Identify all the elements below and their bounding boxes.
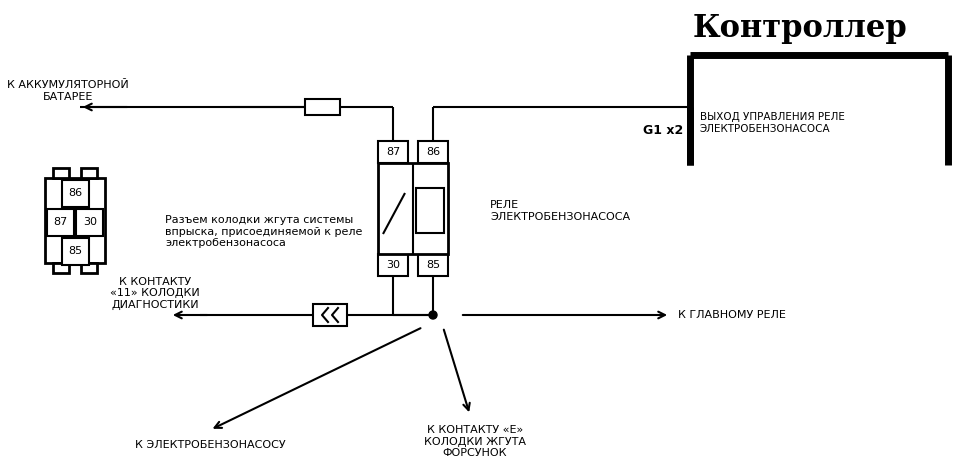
Bar: [378, 163, 448, 254]
Text: 85: 85: [68, 246, 82, 256]
Text: РЕЛЕ
ЭЛЕКТРОБЕНЗОНАСОСА: РЕЛЕ ЭЛЕКТРОБЕНЗОНАСОСА: [490, 200, 630, 222]
Bar: [378, 254, 408, 276]
Bar: [76, 209, 103, 236]
Bar: [313, 304, 347, 326]
Bar: [418, 141, 448, 163]
Text: ВЫХОД УПРАВЛЕНИЯ РЕЛЕ
ЭЛЕКТРОБЕНЗОНАСОСА: ВЫХОД УПРАВЛЕНИЯ РЕЛЕ ЭЛЕКТРОБЕНЗОНАСОСА: [700, 112, 845, 134]
Bar: [418, 254, 448, 276]
Text: G1 x2: G1 x2: [643, 124, 683, 137]
Bar: [81, 168, 97, 178]
Bar: [53, 168, 69, 178]
Bar: [81, 263, 97, 273]
Bar: [62, 238, 89, 265]
Bar: [378, 141, 408, 163]
Text: 30: 30: [83, 217, 97, 227]
Bar: [47, 209, 74, 236]
Text: К ЭЛЕКТРОБЕНЗОНАСОСУ: К ЭЛЕКТРОБЕНЗОНАСОСУ: [134, 440, 285, 450]
Text: К КОНТАКТУ «Е»
КОЛОДКИ ЖГУТА
ФОРСУНОК: К КОНТАКТУ «Е» КОЛОДКИ ЖГУТА ФОРСУНОК: [424, 425, 526, 458]
Circle shape: [429, 311, 437, 319]
Text: 86: 86: [68, 188, 82, 198]
Text: 85: 85: [426, 260, 440, 270]
Bar: [305, 99, 340, 115]
Text: 87: 87: [386, 147, 400, 157]
Text: К АККУМУЛЯТОРНОЙ
БАТАРЕЕ: К АККУМУЛЯТОРНОЙ БАТАРЕЕ: [7, 81, 129, 102]
Bar: [45, 178, 105, 263]
Text: Контроллер: Контроллер: [692, 12, 907, 44]
Text: К ГЛАВНОМУ РЕЛЕ: К ГЛАВНОМУ РЕЛЕ: [678, 310, 786, 320]
Bar: [416, 188, 444, 233]
Bar: [62, 180, 89, 207]
Text: 87: 87: [53, 217, 67, 227]
Text: 30: 30: [386, 260, 400, 270]
Text: 86: 86: [426, 147, 440, 157]
Bar: [53, 263, 69, 273]
Text: Разъем колодки жгута системы
впрыска, присоединяемой к реле
электробензонасоса: Разъем колодки жгута системы впрыска, пр…: [165, 215, 362, 248]
Text: К КОНТАКТУ
«11» КОЛОДКИ
ДИАГНОСТИКИ: К КОНТАКТУ «11» КОЛОДКИ ДИАГНОСТИКИ: [110, 277, 200, 310]
